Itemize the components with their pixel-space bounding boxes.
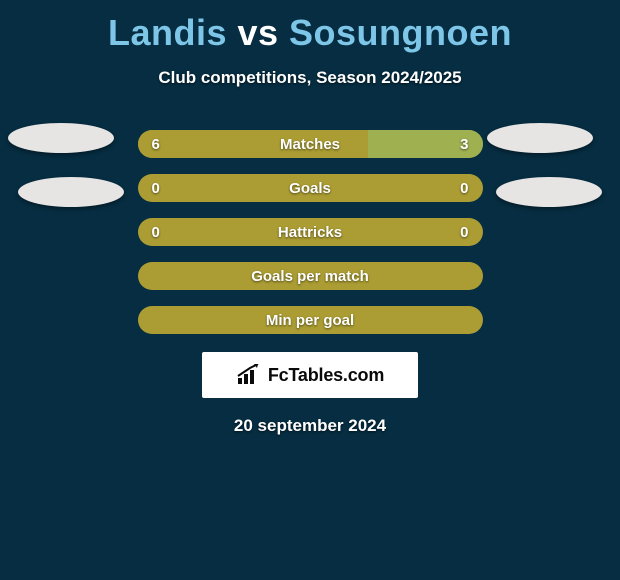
title-player-left: Landis (108, 12, 227, 53)
stat-metric-label: Hattricks (278, 224, 342, 241)
subtitle: Club competitions, Season 2024/2025 (0, 68, 620, 88)
title-player-right: Sosungnoen (289, 12, 512, 53)
stat-right-value: 0 (460, 224, 468, 241)
stat-metric-label: Goals per match (251, 268, 369, 285)
comparison-row: Goals per match (138, 262, 483, 290)
bar-chart-icon (236, 364, 262, 386)
stat-metric-label: Goals (289, 180, 331, 197)
avatar-left (8, 123, 114, 153)
attribution-logo: FcTables.com (202, 352, 418, 398)
avatar-right (487, 123, 593, 153)
stat-left-value: 0 (152, 180, 160, 197)
comparison-rows: 6 Matches 3 0 Goals 0 0 Hattricks 0 Goals per mat… (0, 130, 620, 334)
attribution-text: FcTables.com (268, 365, 384, 386)
comparison-row: 6 Matches 3 (138, 130, 483, 158)
stat-metric-label: Min per goal (266, 312, 354, 329)
avatar-left (18, 177, 124, 207)
page-title: Landis vs Sosungnoen (0, 0, 620, 54)
stat-left-value: 0 (152, 224, 160, 241)
date-label: 20 september 2024 (0, 416, 620, 436)
comparison-row: 0 Hattricks 0 (138, 218, 483, 246)
stat-left-value: 6 (152, 136, 160, 153)
stat-metric-label: Matches (280, 136, 340, 153)
stat-right-value: 3 (460, 136, 468, 153)
comparison-row: Min per goal (138, 306, 483, 334)
stat-right-value: 0 (460, 180, 468, 197)
title-vs: vs (227, 12, 289, 53)
avatar-right (496, 177, 602, 207)
comparison-row: 0 Goals 0 (138, 174, 483, 202)
